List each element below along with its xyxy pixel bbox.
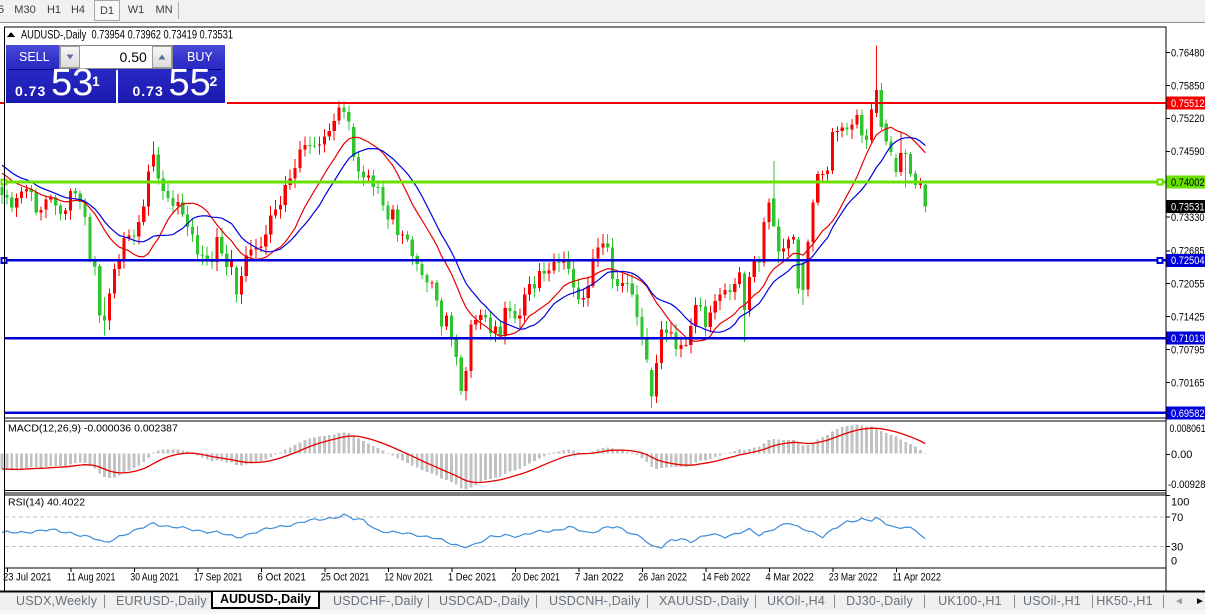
- svg-text:0.73531: 0.73531: [1171, 202, 1205, 214]
- svg-text:17 Sep 2021: 17 Sep 2021: [194, 572, 243, 584]
- svg-text:23 Jul 2021: 23 Jul 2021: [3, 572, 52, 584]
- svg-text:0.74590: 0.74590: [1171, 146, 1205, 158]
- svg-text:70: 70: [1171, 512, 1183, 524]
- svg-text:26 Jan 2022: 26 Jan 2022: [638, 572, 687, 584]
- svg-text:0.72504: 0.72504: [1171, 255, 1205, 267]
- svg-text:6 Oct 2021: 6 Oct 2021: [257, 572, 306, 584]
- svg-text:4 Mar 2022: 4 Mar 2022: [765, 572, 814, 584]
- svg-text:0.72055: 0.72055: [1171, 279, 1205, 291]
- svg-text:RSI(14) 40.4022: RSI(14) 40.4022: [8, 497, 85, 509]
- svg-text:1 Dec 2021: 1 Dec 2021: [448, 572, 497, 584]
- svg-text:20 Dec 2021: 20 Dec 2021: [511, 572, 560, 584]
- svg-text:12 Nov 2021: 12 Nov 2021: [384, 572, 433, 584]
- svg-text:-0.00928: -0.00928: [1168, 479, 1205, 491]
- svg-text:11 Aug 2021: 11 Aug 2021: [67, 572, 116, 584]
- svg-text:11 Apr 2022: 11 Apr 2022: [892, 572, 941, 584]
- svg-text:0.70795: 0.70795: [1171, 345, 1205, 357]
- svg-text:0.69582: 0.69582: [1171, 408, 1205, 420]
- svg-text:AUDUSD-,Daily 0.73954 0.73962: AUDUSD-,Daily 0.73954 0.73962 0.73419 0.…: [21, 29, 233, 41]
- svg-text:0: 0: [1171, 555, 1177, 567]
- svg-text:0.00: 0.00: [1171, 449, 1192, 461]
- svg-text:MACD(12,26,9) -0.000036 0.0023: MACD(12,26,9) -0.000036 0.002387: [8, 423, 178, 435]
- svg-text:0.70165: 0.70165: [1171, 377, 1205, 389]
- svg-text:0.75850: 0.75850: [1171, 80, 1205, 92]
- svg-text:25 Oct 2021: 25 Oct 2021: [321, 572, 370, 584]
- svg-text:0.74002: 0.74002: [1171, 177, 1205, 189]
- svg-text:0.76480: 0.76480: [1171, 47, 1205, 59]
- svg-text:0.008061: 0.008061: [1170, 423, 1205, 435]
- svg-text:100: 100: [1171, 496, 1189, 508]
- svg-text:0.75512: 0.75512: [1171, 98, 1205, 110]
- svg-text:0.71425: 0.71425: [1171, 312, 1205, 324]
- svg-text:14 Feb 2022: 14 Feb 2022: [702, 572, 751, 584]
- svg-text:7 Jan 2022: 7 Jan 2022: [575, 572, 624, 584]
- svg-text:0.71013: 0.71013: [1171, 333, 1205, 345]
- svg-text:30 Aug 2021: 30 Aug 2021: [130, 572, 179, 584]
- svg-text:30: 30: [1171, 541, 1183, 553]
- svg-text:0.75220: 0.75220: [1171, 113, 1205, 125]
- svg-text:0.73330: 0.73330: [1171, 212, 1205, 224]
- svg-text:23 Mar 2022: 23 Mar 2022: [829, 572, 878, 584]
